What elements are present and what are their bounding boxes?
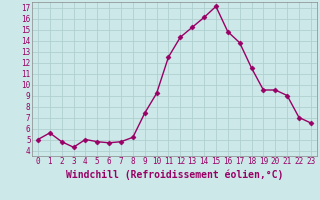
X-axis label: Windchill (Refroidissement éolien,°C): Windchill (Refroidissement éolien,°C): [66, 169, 283, 180]
